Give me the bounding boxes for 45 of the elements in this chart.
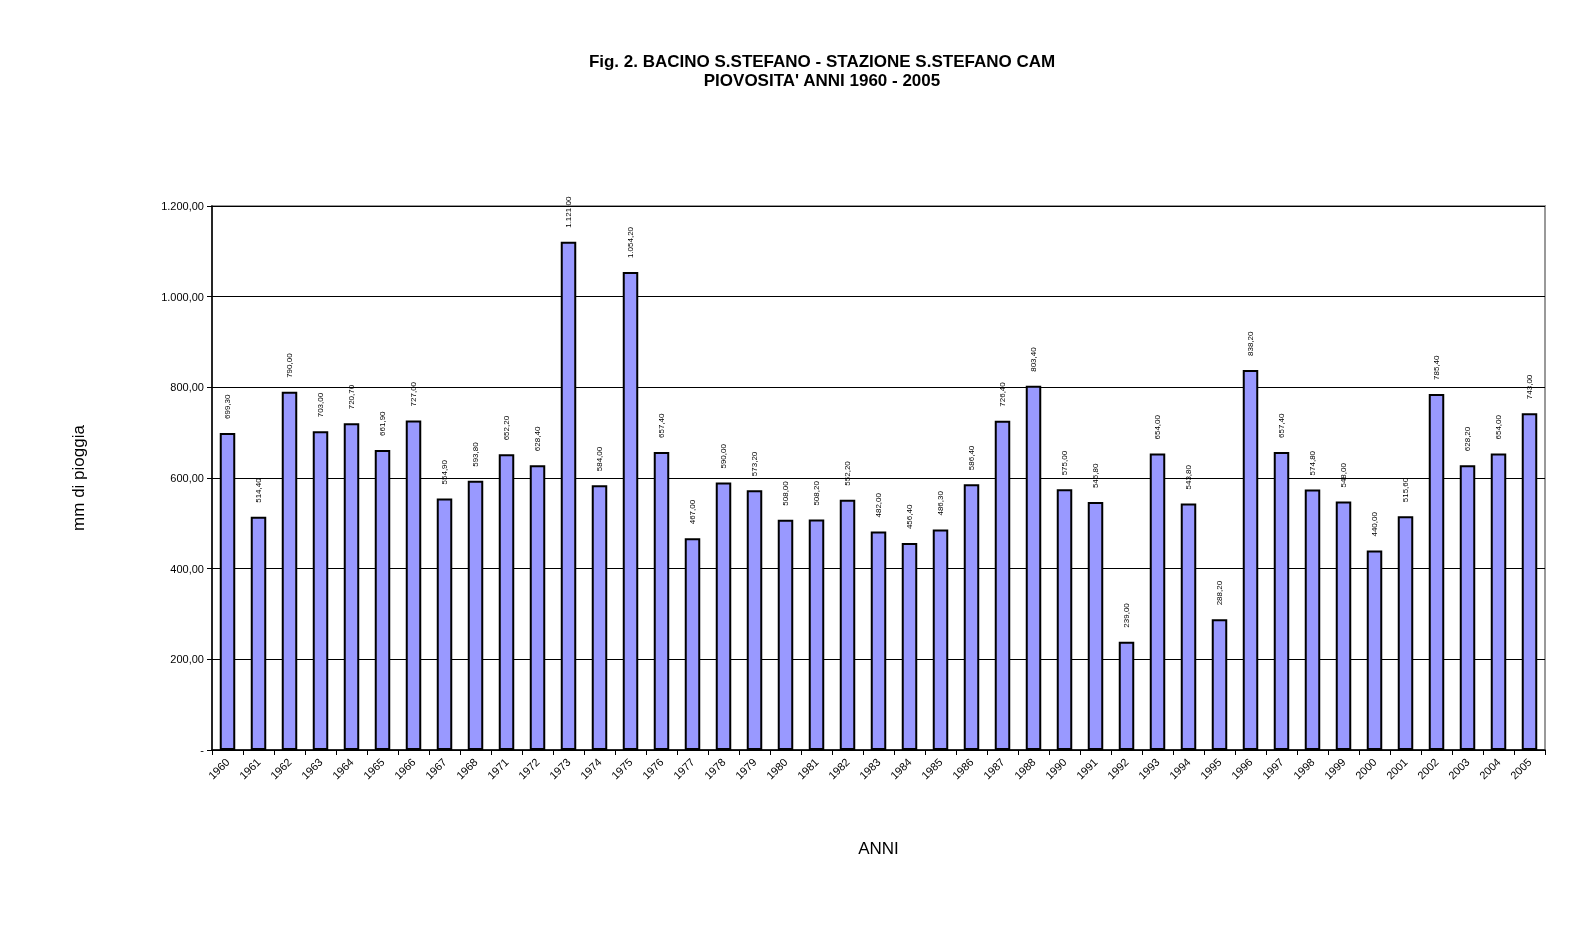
data-label: 838,20 <box>1246 331 1255 357</box>
data-label: 661,90 <box>378 410 387 436</box>
y-tick-label: 400,00 <box>170 562 204 575</box>
chart-title: Fig. 2. BACINO S.STEFANO - STAZIONE S.STEFANO CAM <box>588 52 1056 71</box>
y-tick-label: 1.000,00 <box>161 290 204 303</box>
y-tick-label: 800,00 <box>170 381 204 394</box>
data-label: 508,00 <box>781 480 790 506</box>
data-label: 288,20 <box>1215 580 1224 606</box>
data-label: 726,40 <box>998 381 1007 407</box>
data-label: 574,80 <box>1308 450 1317 476</box>
data-label: 803,40 <box>1029 346 1038 372</box>
y-axis-title: mm di pioggia <box>69 424 88 531</box>
data-label: 586,40 <box>967 445 976 471</box>
data-label: 482,00 <box>874 492 883 518</box>
data-label: 628,40 <box>533 426 542 452</box>
data-label: 654,00 <box>1494 414 1503 440</box>
data-label: 573,20 <box>750 451 759 477</box>
x-axis-title: ANNI <box>858 839 899 858</box>
data-label: 628,20 <box>1463 426 1472 452</box>
data-label: 785,40 <box>1432 354 1441 380</box>
data-label: 590,00 <box>719 443 728 469</box>
data-label: 548,00 <box>1339 462 1348 488</box>
data-label: 652,20 <box>502 415 511 441</box>
data-label: 440,00 <box>1370 511 1379 537</box>
y-tick-label: 1.200,00 <box>161 200 204 212</box>
data-label: 699,30 <box>223 393 232 419</box>
data-label: 654,00 <box>1153 414 1162 440</box>
data-label: 593,80 <box>471 441 480 467</box>
data-label: 456,40 <box>905 504 914 530</box>
data-label: 467,00 <box>688 499 697 525</box>
data-label: 1.054,20 <box>626 226 635 259</box>
data-label: 486,30 <box>936 490 945 516</box>
data-label: 657,40 <box>657 412 666 438</box>
data-label: 790,00 <box>285 352 294 378</box>
y-tick-label: 200,00 <box>170 653 204 666</box>
y-tick-label: - <box>200 744 205 756</box>
data-label: 703,00 <box>316 392 325 418</box>
data-label: 575,00 <box>1060 450 1069 476</box>
data-label: 508,20 <box>812 480 821 506</box>
chart-subtitle: PIOVOSITA' ANNI 1960 - 2005 <box>703 71 941 90</box>
data-label: 657,40 <box>1277 412 1286 438</box>
data-label: 584,00 <box>595 446 604 472</box>
data-label: 514,40 <box>254 477 263 503</box>
data-label: 239,00 <box>1122 602 1131 628</box>
y-tick-label: 600,00 <box>170 472 204 484</box>
